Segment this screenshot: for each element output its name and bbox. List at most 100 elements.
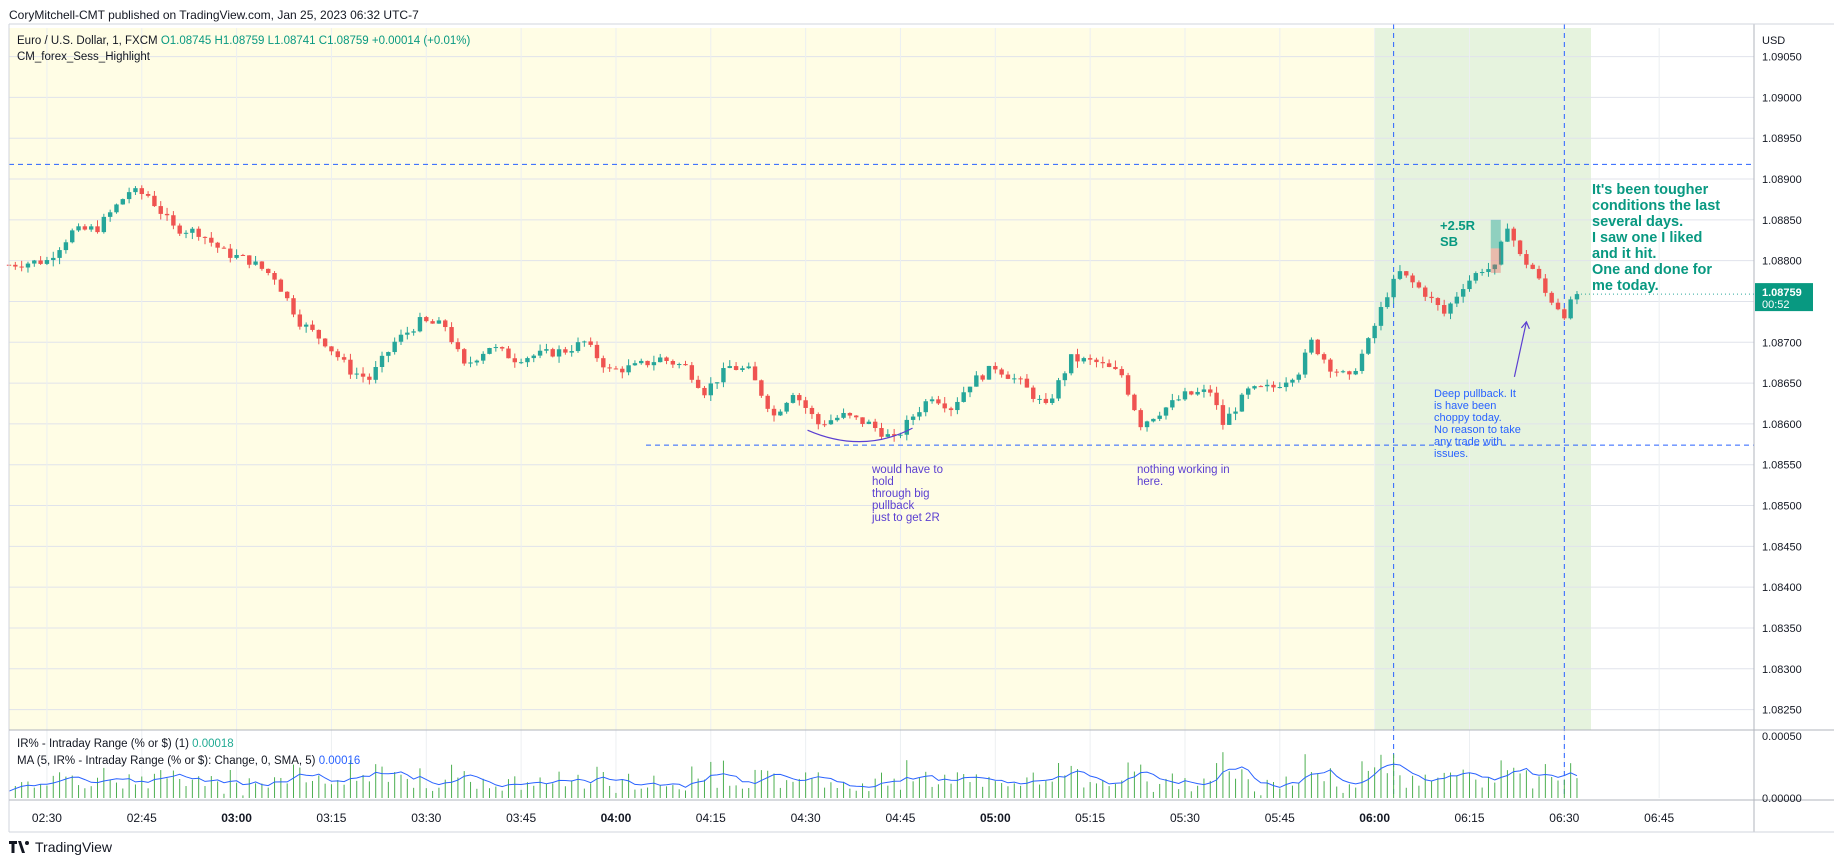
candle-243 <box>1543 274 1548 297</box>
ir-label: IR% - Intraday Range (% or $) (1) <box>17 738 189 750</box>
candle-body-128 <box>816 414 821 425</box>
candle-body-89 <box>569 351 574 353</box>
candle-245 <box>1555 298 1561 311</box>
candle-94 <box>601 355 606 373</box>
candle-238 <box>1511 226 1516 247</box>
candle-body-92 <box>588 341 593 345</box>
candle-230 <box>1460 283 1466 303</box>
candle-body-174 <box>1106 363 1112 367</box>
candle-body-65 <box>417 317 423 332</box>
candle-59 <box>379 351 385 373</box>
candle-25 <box>164 207 170 221</box>
tradingview-footer[interactable]: TradingView <box>9 839 112 855</box>
ma-legend[interactable]: MA (5, IR% - Intraday Range (% or $): Ch… <box>17 755 360 767</box>
candle-body-33 <box>215 242 220 248</box>
candle-157 <box>999 367 1004 378</box>
candle-112 <box>714 382 720 389</box>
y-tick-label-16: 1.08250 <box>1762 705 1802 717</box>
candle-body-83 <box>531 355 536 359</box>
candle-body-166 <box>1056 380 1061 399</box>
candle-221 <box>1404 270 1409 278</box>
candle-177 <box>1125 372 1131 397</box>
candle-body-244 <box>1549 292 1554 303</box>
candle-body-235 <box>1492 264 1497 270</box>
candle-198 <box>1258 385 1264 388</box>
candle-body-245 <box>1555 302 1561 310</box>
candle-body-231 <box>1467 280 1472 290</box>
candle-67 <box>430 319 435 324</box>
candle-36 <box>234 249 239 260</box>
publisher-header: CoryMitchell-CMT published on TradingVie… <box>9 8 419 22</box>
candle-175 <box>1113 360 1118 370</box>
candle-197 <box>1252 385 1257 390</box>
candle-145 <box>923 398 928 417</box>
candle-body-127 <box>809 407 815 415</box>
candle-122 <box>778 409 783 416</box>
candle-body-157 <box>999 369 1004 375</box>
candle-body-219 <box>1391 278 1396 298</box>
candle-body-193 <box>1227 413 1232 425</box>
candle-156 <box>993 362 998 374</box>
candle-100 <box>639 358 644 365</box>
candle-body-176 <box>1119 369 1124 376</box>
candle-body-8 <box>57 250 62 258</box>
candle-body-178 <box>1132 394 1137 411</box>
candle-body-182 <box>1157 415 1162 419</box>
candle-209 <box>1328 358 1333 378</box>
last-price-tag <box>1755 283 1813 312</box>
x-tick-label-3: 03:15 <box>316 811 346 825</box>
candle-body-57 <box>367 376 372 380</box>
candle-124 <box>790 392 796 404</box>
candle-body-91 <box>582 341 587 343</box>
candle-187 <box>1189 390 1194 396</box>
candle-body-76 <box>487 348 492 354</box>
candle-237 <box>1505 223 1510 242</box>
candle-body-237 <box>1505 228 1510 242</box>
candle-body-98 <box>626 365 631 373</box>
candle-248 <box>1574 291 1580 305</box>
candles <box>6 185 1580 442</box>
candle-body-64 <box>411 331 416 333</box>
y-tick-label-9: 1.08600 <box>1762 419 1802 431</box>
candle-68 <box>436 317 442 324</box>
candle-body-232 <box>1473 273 1479 281</box>
candle-204 <box>1296 372 1301 383</box>
candle-body-175 <box>1113 366 1118 370</box>
candle-71 <box>455 338 461 352</box>
candle-body-102 <box>651 362 657 366</box>
candle-body-9 <box>63 242 69 251</box>
candle-body-191 <box>1214 392 1219 406</box>
candle-body-81 <box>518 362 524 364</box>
candle-229 <box>1454 292 1460 308</box>
candle-body-187 <box>1189 391 1194 395</box>
candle-173 <box>1100 356 1105 369</box>
tradingview-logo-icon <box>9 841 29 853</box>
candle-body-167 <box>1062 373 1068 381</box>
candle-body-49 <box>316 329 322 339</box>
candle-135 <box>860 417 865 427</box>
candle-body-3 <box>25 263 31 268</box>
indicator-legend[interactable]: CM_forex_Sess_Highlight <box>17 51 150 63</box>
x-tick-label-4: 03:30 <box>411 811 441 825</box>
ir-legend[interactable]: IR% - Intraday Range (% or $) (1) 0.0001… <box>17 738 234 750</box>
candle-body-240 <box>1524 254 1529 265</box>
candle-body-230 <box>1460 289 1466 297</box>
candle-body-5 <box>38 260 43 264</box>
candle-215 <box>1366 337 1371 355</box>
candle-body-51 <box>329 346 334 352</box>
candle-body-133 <box>847 412 853 416</box>
candle-84 <box>537 344 543 359</box>
candle-body-236 <box>1498 241 1504 265</box>
candle-body-190 <box>1208 389 1213 393</box>
candle-150 <box>955 397 960 415</box>
candle-183 <box>1163 406 1169 420</box>
candle-body-11 <box>76 226 81 231</box>
candle-body-110 <box>702 387 707 396</box>
candle-171 <box>1087 354 1093 365</box>
candle-body-215 <box>1366 338 1371 354</box>
candle-107 <box>683 360 688 366</box>
symbol-legend[interactable]: Euro / U.S. Dollar, 1, FXCM O1.08745 H1.… <box>17 35 470 47</box>
x-tick-label-6: 04:00 <box>601 811 632 825</box>
